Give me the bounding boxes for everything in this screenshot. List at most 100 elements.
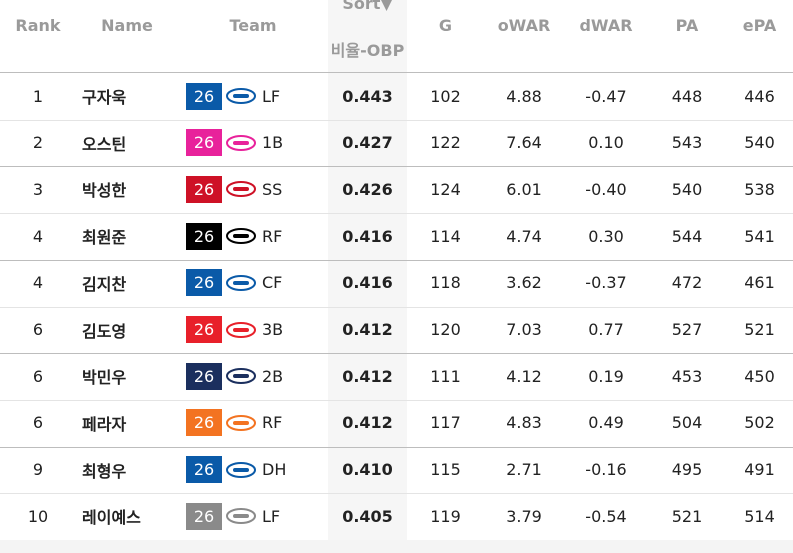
team-year: 26 — [186, 409, 222, 437]
player-name[interactable]: 최원준 — [82, 228, 127, 248]
team-year: 26 — [186, 269, 222, 297]
cell-g: 114 — [430, 226, 461, 246]
cell-obp: 0.410 — [342, 460, 393, 480]
team-logo — [226, 321, 256, 338]
cell-epa: 541 — [744, 226, 775, 246]
cell-owar: 4.12 — [506, 366, 542, 386]
player-name[interactable]: 레이예스 — [82, 508, 141, 528]
team-position: LF — [262, 86, 281, 106]
team-position: 2B — [262, 366, 284, 386]
player-name[interactable]: 김도영 — [82, 321, 127, 341]
player-name[interactable]: 박성한 — [82, 181, 127, 201]
cell-dwar: 0.19 — [588, 366, 624, 386]
cell-dwar: -0.16 — [585, 460, 627, 480]
team-logo — [226, 461, 256, 478]
team-year: 26 — [186, 316, 222, 343]
column-header[interactable]: ePA — [742, 15, 777, 35]
team-logo — [226, 181, 256, 198]
footer-band — [0, 540, 793, 553]
cell-owar: 7.03 — [506, 320, 542, 339]
row-divider — [0, 353, 793, 354]
cell-rank: 9 — [32, 460, 44, 480]
cell-g: 115 — [430, 460, 461, 480]
player-name[interactable]: 오스틴 — [82, 134, 127, 154]
sort-column-shade — [328, 0, 407, 540]
cell-epa: 450 — [744, 366, 775, 386]
team-cell: 26 LF — [186, 73, 326, 119]
cell-obp: 0.416 — [342, 273, 393, 293]
player-name[interactable]: 구자욱 — [82, 88, 127, 107]
cell-owar: 7.64 — [506, 133, 542, 153]
team-logo — [226, 414, 256, 431]
team-logo — [226, 274, 256, 291]
player-name[interactable]: 페라자 — [82, 414, 127, 434]
column-header[interactable]: oWAR — [497, 15, 551, 35]
cell-epa: 538 — [744, 179, 775, 199]
cell-obp: 0.412 — [342, 366, 393, 386]
cell-rank: 1 — [32, 86, 44, 106]
cell-obp: 0.427 — [342, 133, 393, 153]
cell-owar: 3.62 — [506, 273, 542, 293]
column-header[interactable]: Name — [101, 15, 153, 35]
cell-pa: 521 — [671, 506, 703, 526]
team-logo — [226, 508, 256, 525]
cell-rank: 4 — [32, 273, 44, 293]
cell-pa: 453 — [671, 366, 703, 386]
team-position: 1B — [262, 133, 284, 153]
cell-rank: 10 — [27, 506, 49, 526]
cell-epa: 540 — [744, 133, 775, 153]
row-divider — [0, 260, 793, 261]
team-cell: 26 CF — [186, 260, 326, 306]
cell-obp: 0.412 — [342, 320, 393, 339]
row-divider — [0, 307, 793, 308]
cell-g: 122 — [430, 133, 461, 153]
row-divider — [0, 213, 793, 214]
column-header[interactable]: Team — [229, 15, 277, 35]
team-cell: 26 LF — [186, 493, 326, 539]
team-logo — [226, 368, 256, 385]
team-logo — [226, 88, 256, 104]
player-name[interactable]: 최형우 — [82, 461, 127, 481]
cell-rank: 2 — [32, 133, 44, 153]
cell-g: 120 — [430, 320, 461, 339]
cell-g: 119 — [430, 506, 461, 526]
team-cell: 26 RF — [186, 400, 326, 446]
column-header[interactable]: G — [438, 15, 453, 35]
cell-obp: 0.416 — [342, 226, 393, 246]
header-line — [0, 72, 793, 73]
team-cell: 26 2B — [186, 353, 326, 399]
column-header[interactable]: PA — [675, 15, 699, 35]
cell-owar: 3.79 — [506, 506, 542, 526]
cell-dwar: -0.40 — [585, 179, 627, 199]
column-header[interactable]: dWAR — [579, 15, 633, 35]
row-divider — [0, 120, 793, 121]
team-logo — [226, 134, 256, 151]
cell-epa: 491 — [744, 460, 775, 480]
team-cell: 26 RF — [186, 213, 326, 259]
cell-g: 117 — [430, 413, 461, 433]
cell-epa: 461 — [744, 273, 775, 293]
cell-g: 124 — [430, 179, 461, 199]
sort-label[interactable]: Sort▼ — [342, 0, 393, 13]
player-name[interactable]: 박민우 — [82, 368, 127, 388]
cell-epa: 521 — [744, 320, 775, 339]
cell-g: 118 — [430, 273, 461, 293]
team-year: 26 — [186, 456, 222, 484]
cell-pa: 543 — [671, 133, 703, 153]
cell-rank: 3 — [32, 179, 44, 199]
cell-owar: 4.88 — [506, 86, 542, 106]
team-year: 26 — [186, 362, 222, 390]
team-year: 26 — [186, 222, 222, 250]
cell-obp: 0.426 — [342, 179, 393, 199]
cell-rank: 6 — [32, 320, 44, 339]
team-cell: 26 SS — [186, 166, 326, 212]
team-year: 26 — [186, 502, 222, 530]
cell-dwar: -0.37 — [585, 273, 627, 293]
cell-dwar: 0.49 — [588, 413, 624, 433]
player-name[interactable]: 김지찬 — [82, 274, 127, 294]
column-header[interactable]: Rank — [15, 15, 61, 35]
cell-owar: 6.01 — [506, 179, 542, 199]
column-header[interactable]: 비율-OBP — [330, 41, 405, 60]
cell-pa: 540 — [671, 179, 703, 199]
